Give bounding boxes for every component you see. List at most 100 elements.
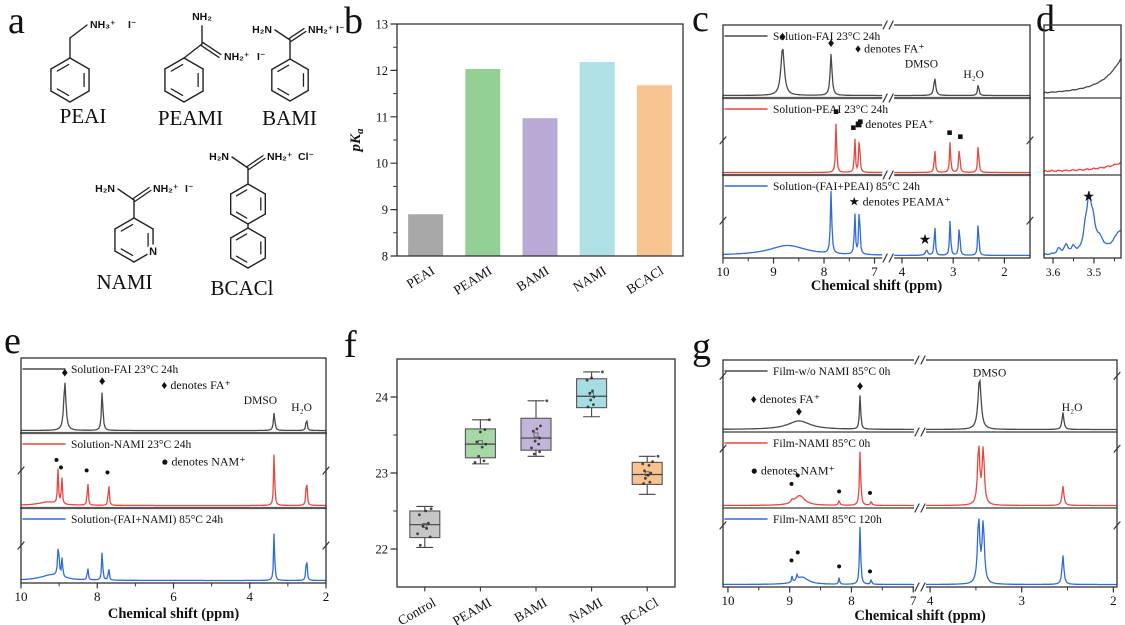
svg-text:DMSO: DMSO: [244, 395, 277, 407]
svg-text:BAMI: BAMI: [514, 263, 552, 295]
svg-text:Chemical shift (ppm): Chemical shift (ppm): [108, 606, 239, 622]
svg-text:Film-NAMI 85°C 120h: Film-NAMI 85°C 120h: [773, 514, 882, 526]
svg-text:●: ●: [795, 548, 801, 558]
svg-text:NAMI: NAMI: [570, 263, 609, 295]
nmr-panel-c: Solution-FAI 23°C 24h♦ denotes FA⁺ ♦ ♦ DMSO…: [717, 20, 1034, 294]
svg-text:13: 13: [376, 18, 389, 32]
svg-text:●: ●: [105, 468, 111, 478]
svg-text:Solution-FAI 23°C 24h: Solution-FAI 23°C 24h: [773, 31, 881, 43]
bar-NAMI: [579, 62, 615, 256]
svg-text:DMSO: DMSO: [905, 58, 938, 70]
svg-text:Film-w/o NAMI 85°C 0h: Film-w/o NAMI 85°C 0h: [773, 366, 891, 378]
panel-c-nmr-solution-peai: Solution-FAI 23°C 24h ♦ denotes FA⁺ ♦ ♦ DMSO…: [692, 16, 1042, 301]
svg-text:♦: ♦: [857, 378, 864, 393]
svg-text:NH₂⁺: NH₂⁺: [308, 24, 333, 36]
panel-letter-c: c: [692, 0, 709, 40]
svg-text:●: ●: [789, 479, 795, 489]
svg-text:Chemical shift (ppm): Chemical shift (ppm): [811, 278, 942, 294]
svg-text:NAMI: NAMI: [566, 594, 605, 625]
svg-text:★: ★: [1082, 190, 1095, 205]
svg-text:H₂O: H₂O: [1062, 402, 1083, 414]
svg-text:NH₃⁺: NH₃⁺: [90, 19, 116, 31]
svg-text:6: 6: [170, 589, 177, 604]
svg-text:Solution-(FAI+PEAI) 85°C 24h: Solution-(FAI+PEAI) 85°C 24h: [773, 181, 920, 193]
svg-text:3.5: 3.5: [1087, 267, 1102, 279]
svg-text:Cl⁻: Cl⁻: [298, 151, 314, 163]
svg-text:4: 4: [247, 589, 254, 604]
bar-BCACl: [636, 85, 672, 256]
nmr-trace-d-0: [1043, 57, 1122, 96]
svg-text:Solution-(FAI+NAMI) 85°C 24h: Solution-(FAI+NAMI) 85°C 24h: [71, 514, 223, 526]
box-PEAMI: [464, 418, 496, 465]
molecule-peami: NH₂ NH₂⁺ I⁻: [164, 11, 265, 103]
bar-PEAMI: [465, 69, 501, 257]
nmr-trace-e-2: [20, 533, 326, 582]
svg-text:4: 4: [899, 264, 906, 279]
svg-text:♦ denotes FA⁺: ♦ denotes FA⁺: [161, 378, 231, 392]
molecule-label-bami: BAMI: [262, 106, 317, 130]
panel-letter-f: f: [344, 324, 357, 366]
svg-text:♦ denotes FA⁺: ♦ denotes FA⁺: [855, 42, 925, 56]
svg-text:8: 8: [848, 593, 855, 608]
molecule-bami: H₂N NH₂⁺ I⁻: [252, 24, 344, 102]
svg-text:9: 9: [382, 203, 388, 217]
nmr-trace-d-1: [1043, 161, 1122, 173]
svg-text:I⁻: I⁻: [185, 183, 193, 195]
svg-text:12: 12: [376, 64, 389, 78]
svg-text:●: ●: [58, 463, 64, 473]
svg-text:■: ■: [947, 128, 953, 138]
panel-letter-b: b: [344, 0, 363, 42]
svg-text:★: ★: [919, 233, 932, 248]
svg-text:2: 2: [1001, 264, 1008, 279]
svg-text:9: 9: [786, 593, 793, 608]
svg-text:I⁻: I⁻: [128, 19, 136, 31]
svg-text:●: ●: [836, 487, 842, 497]
svg-text:NH₂⁺: NH₂⁺: [224, 51, 249, 63]
bar-PEAI: [408, 214, 444, 256]
svg-text:●: ●: [54, 456, 60, 466]
svg-text:Solution-FAI 23°C 24h: Solution-FAI 23°C 24h: [71, 364, 179, 376]
molecule-peai: NH₃⁺ I⁻: [50, 19, 136, 103]
svg-text:2: 2: [323, 589, 330, 604]
svg-text:I⁻: I⁻: [257, 51, 265, 63]
nmr-trace-c-0: [722, 48, 1030, 97]
svg-text:3: 3: [950, 264, 957, 279]
panel-g-nmr-film-nami: Film-w/o NAMI 85°C 0h ♦ denotes FA⁺ ♦ ♦ DMSO…: [690, 326, 1125, 624]
svg-text:Control: Control: [395, 594, 438, 625]
svg-text:2: 2: [1110, 593, 1117, 608]
svg-text:H₂O: H₂O: [963, 69, 984, 81]
svg-text:NH₂⁺: NH₂⁺: [153, 183, 178, 195]
box-NAMI: [576, 370, 608, 418]
nmr-trace-e-1: [20, 454, 326, 507]
svg-text:10: 10: [15, 589, 28, 604]
nmr-panel-g: Film-w/o NAMI 85°C 0h♦ denotes FA⁺♦♦DMSO…: [719, 355, 1121, 624]
panel-a-structures: PEAI PEAMI BAMI NAMI BCACl NH₃⁺ I⁻ NH₂ NH₂⁺…: [0, 0, 345, 318]
svg-text:♦: ♦: [796, 404, 803, 419]
svg-text:10: 10: [376, 157, 389, 171]
svg-text:DMSO: DMSO: [973, 368, 1006, 380]
svg-text:9: 9: [770, 264, 777, 279]
svg-text:●: ●: [795, 471, 801, 481]
svg-text:I⁻: I⁻: [336, 24, 344, 36]
panel-letter-g: g: [692, 326, 711, 368]
svg-text:BCACl: BCACl: [624, 263, 667, 297]
molecule-label-peai: PEAI: [59, 104, 107, 128]
svg-text:3.6: 3.6: [1046, 267, 1061, 279]
svg-text:10: 10: [717, 264, 730, 279]
svg-text:Solution-NAMI 23°C 24h: Solution-NAMI 23°C 24h: [71, 439, 191, 451]
svg-text:● denotes NAM⁺: ● denotes NAM⁺: [161, 454, 245, 468]
svg-text:NH₂: NH₂: [192, 11, 212, 23]
svg-text:8: 8: [382, 250, 388, 264]
svg-text:N: N: [149, 246, 157, 258]
molecule-label-peami: PEAMI: [157, 106, 224, 130]
svg-text:H₂N: H₂N: [209, 151, 229, 163]
nmr-trace-d-2: [1043, 191, 1122, 256]
svg-text:Solution-PEAI 23°C 24h: Solution-PEAI 23°C 24h: [773, 104, 888, 116]
svg-text:8: 8: [821, 264, 828, 279]
svg-text:NH₂⁺: NH₂⁺: [267, 151, 292, 163]
svg-text:11: 11: [376, 110, 388, 124]
nmr-trace-e-0: [20, 382, 326, 432]
svg-text:●: ●: [867, 489, 873, 499]
bar-BAMI: [522, 118, 558, 256]
